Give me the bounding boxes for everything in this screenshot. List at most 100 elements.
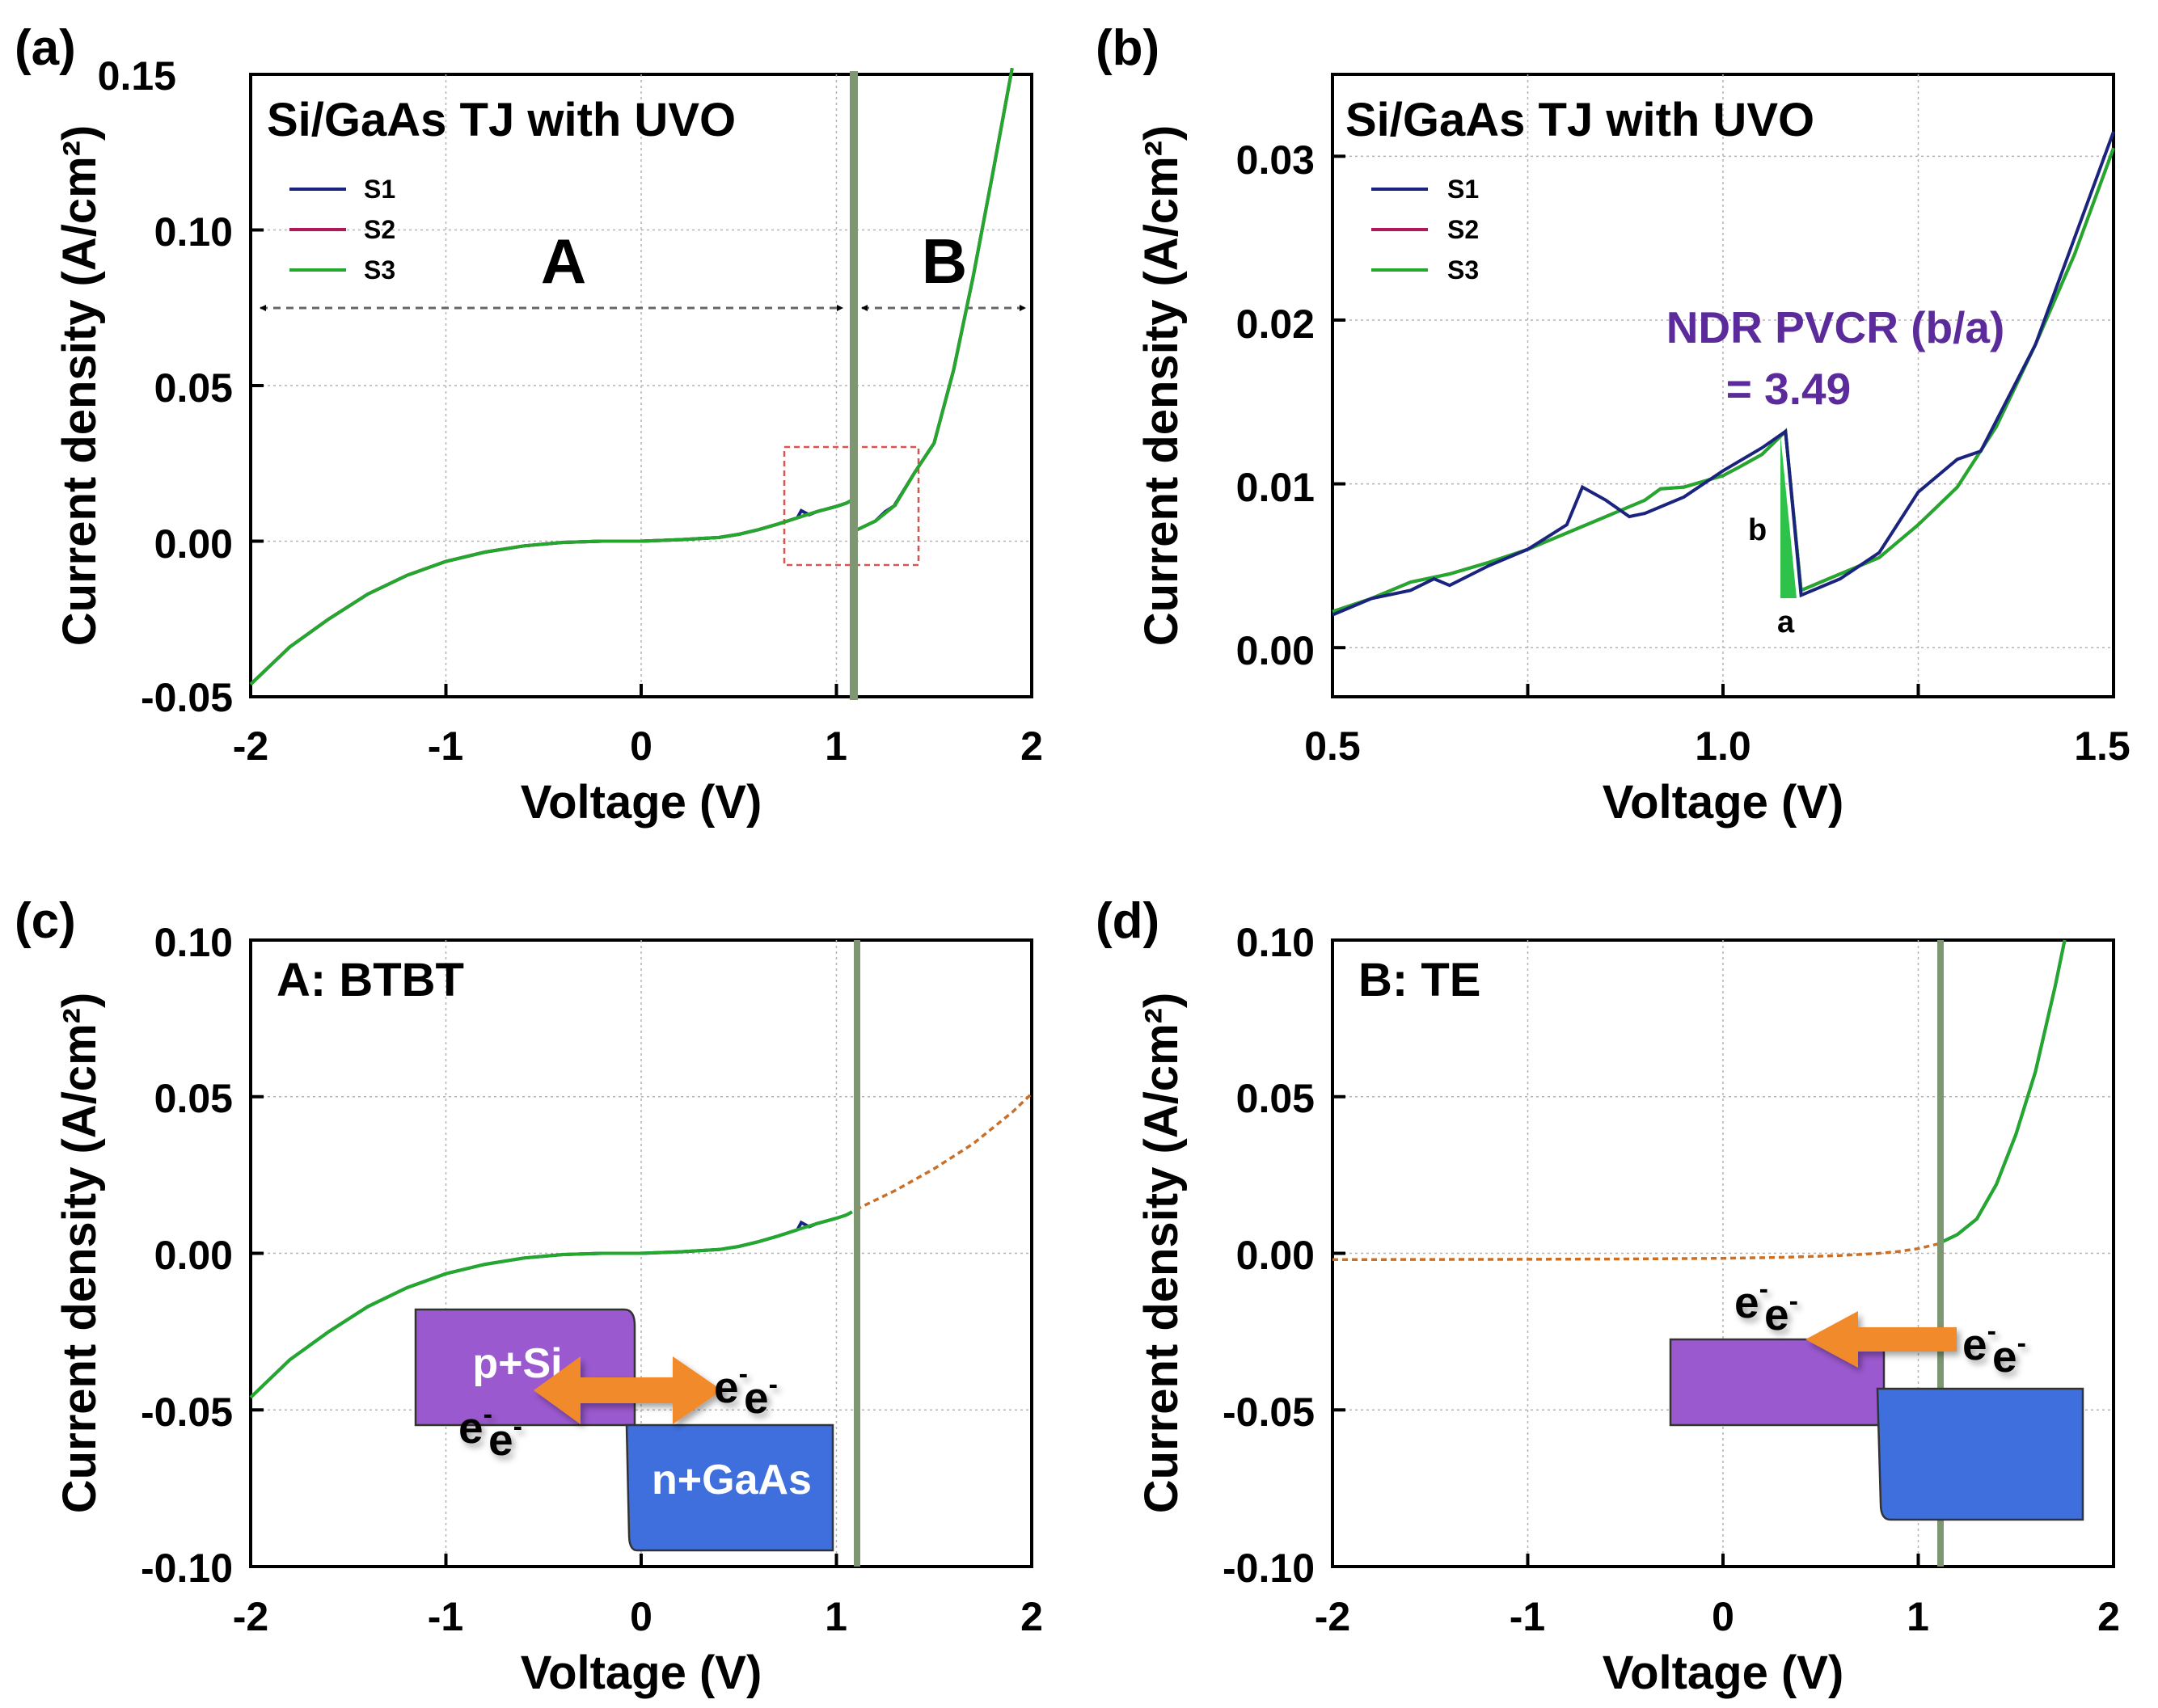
c-band-n-gaas: [625, 1423, 834, 1552]
a-ytick: 0.10: [154, 209, 233, 255]
b-xlabel: Voltage (V): [1603, 776, 1844, 829]
b-ytick: 0.00: [1236, 628, 1315, 673]
c-electron-right-1: e-: [714, 1359, 748, 1412]
c-ytick: 0.05: [154, 1076, 233, 1121]
panel-c: (c) 0.10 0.05 0.00 -0.05 -0.10 -2 -1 0 1…: [15, 893, 1043, 1699]
c-xtick: 2: [1020, 1594, 1043, 1639]
c-electron-left-2: e-: [488, 1411, 522, 1465]
d-band-n-gaas: [1876, 1387, 2084, 1521]
d-title: B: TE: [1358, 954, 1480, 1006]
a-title: Si/GaAs TJ with UVO: [267, 94, 736, 146]
a-ytick: -0.05: [141, 675, 233, 720]
panel-a-grid: [251, 74, 1032, 697]
panel-d-curves: [1332, 939, 2067, 1262]
d-te-extrapolation: [1332, 1242, 1939, 1262]
c-ylabel: Current density (A/cm²): [53, 993, 106, 1514]
a-ytick: 0.05: [154, 365, 233, 411]
c-xtick: 1: [825, 1594, 847, 1639]
panel-a-curves: [249, 67, 1014, 686]
d-electron-right-1: e-: [1962, 1316, 1996, 1369]
b-annotation-line1: NDR PVCR (b/a): [1666, 302, 2005, 352]
panel-d-label: (d): [1096, 893, 1159, 949]
a-legend-s1: S1: [364, 175, 395, 204]
panel-b: (b) 0.03 0.02 0.01 0.00 0.5 1.0 1.5 Volt…: [1096, 20, 2131, 829]
d-ytick: 0.10: [1236, 920, 1315, 965]
panel-c-ticks: [249, 938, 1033, 1568]
c-ytick: -0.05: [141, 1390, 233, 1435]
panel-a-label: (a): [15, 20, 76, 76]
b-legend-s2: S2: [1447, 215, 1479, 244]
panel-a: (a) 0.15 0.10 0.05 0.00 -0.05 -2 -1 0 1 …: [15, 20, 1043, 829]
panel-c-label: (c): [15, 893, 76, 949]
a-legend-s2: S2: [364, 215, 395, 244]
d-xlabel: Voltage (V): [1603, 1647, 1844, 1699]
c-ytick: 0.00: [154, 1233, 233, 1278]
c-electron-left-1: e-: [458, 1399, 492, 1453]
b-xtick: 1.0: [1695, 723, 1751, 769]
b-ylabel: Current density (A/cm²): [1135, 125, 1188, 647]
d-xtick: -1: [1510, 1594, 1545, 1639]
a-series-s3: [249, 67, 1014, 686]
b-legend-s3: S3: [1447, 255, 1479, 285]
c-ytick: -0.10: [141, 1546, 233, 1591]
b-xtick: 1.5: [2074, 723, 2131, 769]
d-electron-left-1: e-: [1734, 1274, 1768, 1327]
d-ytick: -0.10: [1223, 1546, 1315, 1591]
b-annotation-line2: = 3.49: [1726, 364, 1851, 414]
panel-b-grid: [1332, 74, 2114, 697]
b-peak-label: b: [1748, 513, 1767, 547]
d-series-s1: [1936, 939, 2067, 1246]
c-band-n-label: n+GaAs: [652, 1457, 812, 1503]
a-region-a-label: A: [541, 226, 586, 297]
c-xtick: 0: [630, 1594, 652, 1639]
panel-b-curves: [1332, 131, 2115, 617]
a-legend-s3: S3: [364, 255, 395, 285]
c-band-p-label: p+Si: [472, 1340, 562, 1387]
panel-d: (d) 0.10 0.05 0.00 -0.05 -0.10 -2 -1 0 1…: [1096, 893, 2120, 1699]
d-ylabel: Current density (A/cm²): [1135, 993, 1188, 1514]
panel-d-ticks: [1331, 938, 2115, 1568]
b-valley-label: a: [1777, 605, 1795, 639]
a-ytick: 0.15: [98, 53, 176, 99]
panel-b-label: (b): [1096, 20, 1159, 76]
b-legend-s1: S1: [1447, 175, 1479, 204]
b-series-s1: [1332, 131, 2115, 617]
c-series-s3: [249, 1210, 853, 1399]
d-xtick: 2: [2097, 1594, 2120, 1639]
d-ytick: -0.05: [1223, 1390, 1315, 1435]
a-xtick: 1: [825, 723, 847, 769]
a-xtick: 0: [630, 723, 652, 769]
b-series-s3: [1332, 147, 2115, 614]
a-series-s2: [249, 67, 1014, 686]
c-xlabel: Voltage (V): [521, 1647, 762, 1699]
d-ytick: 0.05: [1236, 1076, 1315, 1121]
a-xlabel: Voltage (V): [521, 776, 762, 829]
panel-b-ticks: [1331, 154, 2115, 697]
d-xtick: -2: [1315, 1594, 1350, 1639]
a-xtick: -2: [233, 723, 268, 769]
d-ytick: 0.00: [1236, 1233, 1315, 1278]
c-xtick: -1: [428, 1594, 463, 1639]
a-xtick: 2: [1020, 723, 1043, 769]
b-ytick: 0.01: [1236, 465, 1315, 510]
panel-a-ticks: [249, 73, 1033, 698]
c-xtick: -2: [233, 1594, 268, 1639]
c-tunnel-arrow: [534, 1356, 722, 1424]
d-electron-left-2: e-: [1764, 1286, 1798, 1339]
d-electron-right-2: e-: [1992, 1328, 2026, 1381]
d-te-arrow: [1805, 1311, 1957, 1368]
a-ylabel: Current density (A/cm²): [53, 125, 106, 647]
c-ytick: 0.10: [154, 920, 233, 965]
b-ytick: 0.02: [1236, 302, 1315, 347]
b-xtick: 0.5: [1304, 723, 1361, 769]
a-ytick: 0.00: [154, 521, 233, 567]
c-electron-right-2: e-: [744, 1369, 778, 1423]
c-btbt-extrapolation: [855, 1092, 1033, 1211]
d-xtick: 1: [1907, 1594, 1929, 1639]
d-xtick: 0: [1712, 1594, 1734, 1639]
c-title: A: BTBT: [277, 954, 464, 1006]
a-region-b-label: B: [922, 226, 967, 297]
b-ytick: 0.03: [1236, 137, 1315, 183]
d-series-s3: [1936, 939, 2067, 1246]
